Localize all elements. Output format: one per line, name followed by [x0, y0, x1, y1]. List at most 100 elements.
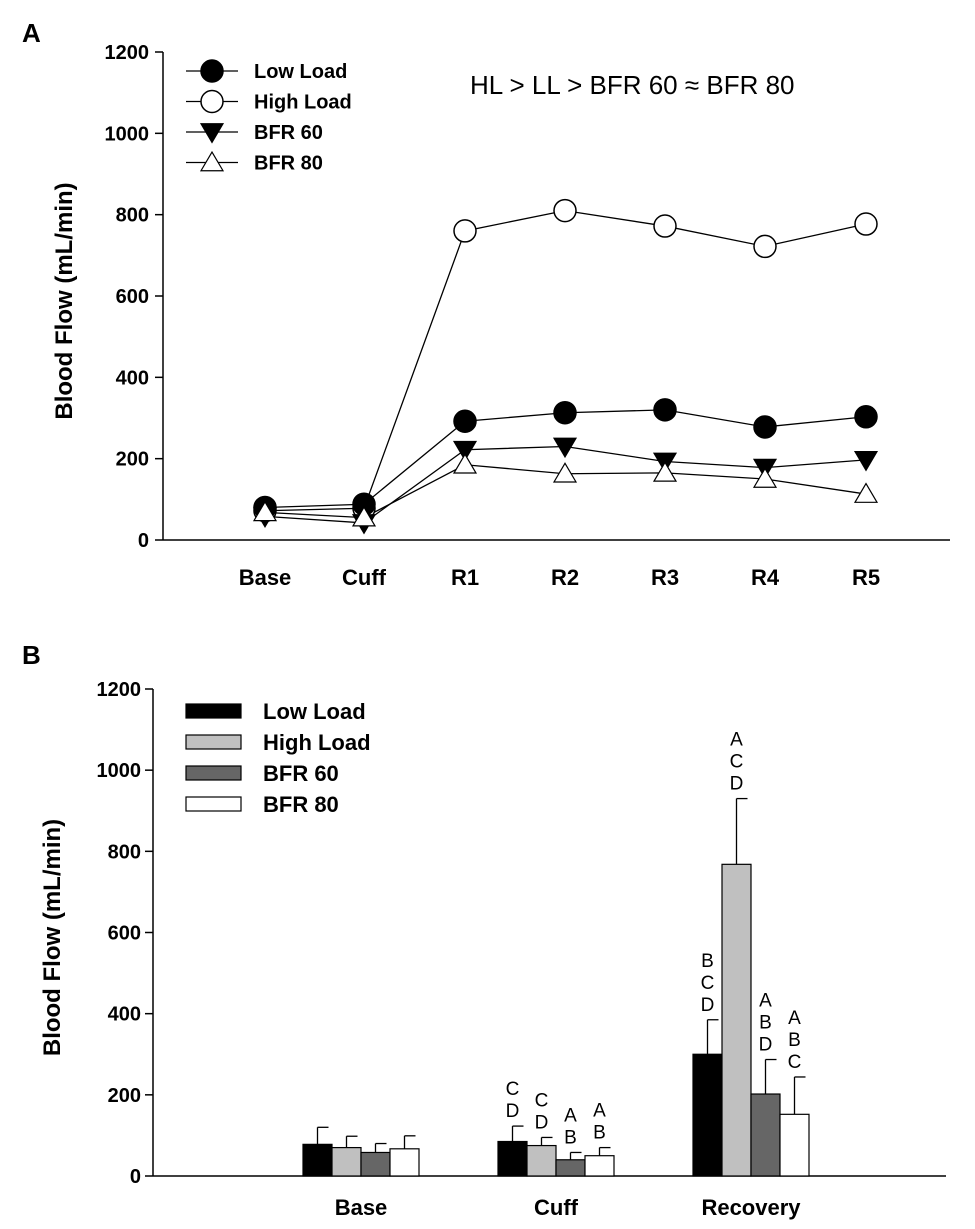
data-point-high-load — [753, 234, 777, 259]
significance-label: B — [759, 1013, 772, 1034]
bar-bfr-60 — [360, 1151, 391, 1177]
data-point-bfr-80 — [752, 467, 778, 488]
significance-label: A — [564, 1105, 577, 1126]
legend-marker-bfr-60 — [199, 123, 225, 144]
x-tick-label: R1 — [451, 565, 479, 590]
legend-swatch-high-load — [185, 734, 242, 750]
significance-label: D — [506, 1101, 520, 1122]
y-tick-label: 200 — [116, 449, 149, 471]
x-tick-label: Cuff — [342, 565, 387, 590]
data-point-low-load — [453, 409, 477, 434]
bar-bfr-80 — [584, 1155, 615, 1177]
legend-label-high-load: High Load — [254, 92, 352, 114]
legend-label-bfr-60: BFR 60 — [254, 122, 323, 144]
bar-bfr-80 — [389, 1148, 420, 1177]
data-point-high-load — [553, 198, 577, 223]
data-point-low-load — [653, 398, 677, 422]
x-tick-label: R3 — [651, 565, 679, 590]
x-tick-label: Base — [239, 565, 292, 590]
x-tick-label: R4 — [751, 565, 780, 590]
legend-marker-bfr-80 — [199, 150, 225, 172]
y-axis-title: Blood Flow (mL/min) — [39, 819, 66, 1056]
legend-marker-high-load — [200, 89, 224, 114]
bar-bfr-80 — [779, 1113, 810, 1177]
data-point-high-load — [653, 214, 677, 238]
y-tick-label: 400 — [116, 367, 149, 389]
y-tick-label: 600 — [116, 286, 149, 308]
y-tick-label: 1200 — [105, 42, 150, 64]
significance-label: A — [593, 1101, 606, 1122]
significance-label: A — [788, 1008, 801, 1029]
significance-label: B — [564, 1127, 577, 1148]
bar-low-load — [302, 1143, 333, 1177]
legend-label-bfr-80: BFR 80 — [254, 153, 323, 175]
significance-label: A — [730, 730, 743, 751]
x-tick-label: Base — [335, 1195, 388, 1220]
significance-label: A — [759, 991, 772, 1012]
data-point-bfr-80 — [652, 461, 678, 482]
chart-b: 0 200 400 600 800 1000 1200 Blood Flow (mL/min)… — [39, 679, 946, 1220]
significance-label: C — [730, 752, 744, 773]
significance-label: C — [788, 1052, 802, 1073]
y-tick-label: 800 — [108, 841, 141, 863]
bar-bfr-60 — [555, 1159, 586, 1177]
significance-label: B — [593, 1123, 606, 1144]
bar-bfr-60 — [750, 1093, 781, 1177]
significance-label: D — [535, 1112, 549, 1133]
bar-low-load — [497, 1140, 528, 1177]
significance-label: D — [701, 995, 715, 1016]
data-point-high-load — [854, 212, 878, 236]
data-point-low-load — [553, 400, 577, 425]
y-tick-label: 800 — [116, 205, 149, 227]
y-tick-label: 1000 — [105, 123, 150, 145]
data-point-bfr-60 — [452, 440, 478, 462]
legend-label-bfr-60: BFR 60 — [263, 761, 339, 786]
panel-b-label: B — [22, 640, 41, 670]
data-point-bfr-80 — [351, 505, 377, 527]
data-point-bfr-60 — [552, 437, 578, 459]
data-point-low-load — [753, 415, 777, 439]
x-tick-label: Cuff — [534, 1195, 579, 1220]
y-tick-label: 0 — [130, 1166, 141, 1188]
legend-label-bfr-80: BFR 80 — [263, 792, 339, 817]
bar-high-load — [721, 863, 752, 1177]
significance-label: B — [701, 951, 714, 972]
y-tick-label: 400 — [108, 1004, 141, 1026]
significance-label: D — [759, 1035, 773, 1056]
data-point-bfr-60 — [853, 451, 879, 472]
significance-label: C — [506, 1079, 520, 1100]
data-point-high-load — [453, 219, 477, 243]
significance-label: C — [701, 973, 715, 994]
data-point-bfr-80 — [853, 482, 879, 503]
y-axis-title: Blood Flow (mL/min) — [51, 182, 78, 419]
data-point-bfr-80 — [252, 500, 278, 522]
legend-swatch-bfr-60 — [185, 765, 242, 781]
panel-a-label: A — [22, 18, 41, 48]
legend-swatch-low-load — [185, 703, 242, 719]
legend-label-low-load: Low Load — [254, 61, 347, 83]
data-point-bfr-80 — [452, 453, 478, 474]
legend-marker-low-load — [200, 59, 224, 83]
data-point-bfr-80 — [552, 462, 578, 483]
data-point-low-load — [854, 405, 878, 429]
y-tick-label: 0 — [138, 530, 149, 552]
legend-label-low-load: Low Load — [263, 699, 366, 724]
panel-a-annotation: HL > LL > BFR 60 ≈ BFR 80 — [470, 70, 795, 100]
x-tick-label: Recovery — [701, 1195, 801, 1220]
legend-label-high-load: High Load — [263, 730, 371, 755]
y-tick-label: 600 — [108, 923, 141, 945]
bar-high-load — [526, 1144, 557, 1177]
chart-a: 0 200 400 600 800 1000 1200 Blood Flow (mL/min)… — [51, 42, 950, 590]
legend-swatch-bfr-80 — [185, 796, 242, 812]
significance-label: D — [730, 774, 744, 795]
y-tick-label: 1000 — [97, 760, 142, 782]
y-tick-label: 1200 — [97, 679, 142, 701]
significance-label: B — [788, 1030, 801, 1051]
x-tick-label: R2 — [551, 565, 579, 590]
bar-high-load — [331, 1146, 362, 1177]
y-tick-label: 200 — [108, 1085, 141, 1107]
bar-low-load — [692, 1053, 723, 1177]
significance-label: C — [535, 1090, 549, 1111]
x-tick-label: R5 — [852, 565, 880, 590]
